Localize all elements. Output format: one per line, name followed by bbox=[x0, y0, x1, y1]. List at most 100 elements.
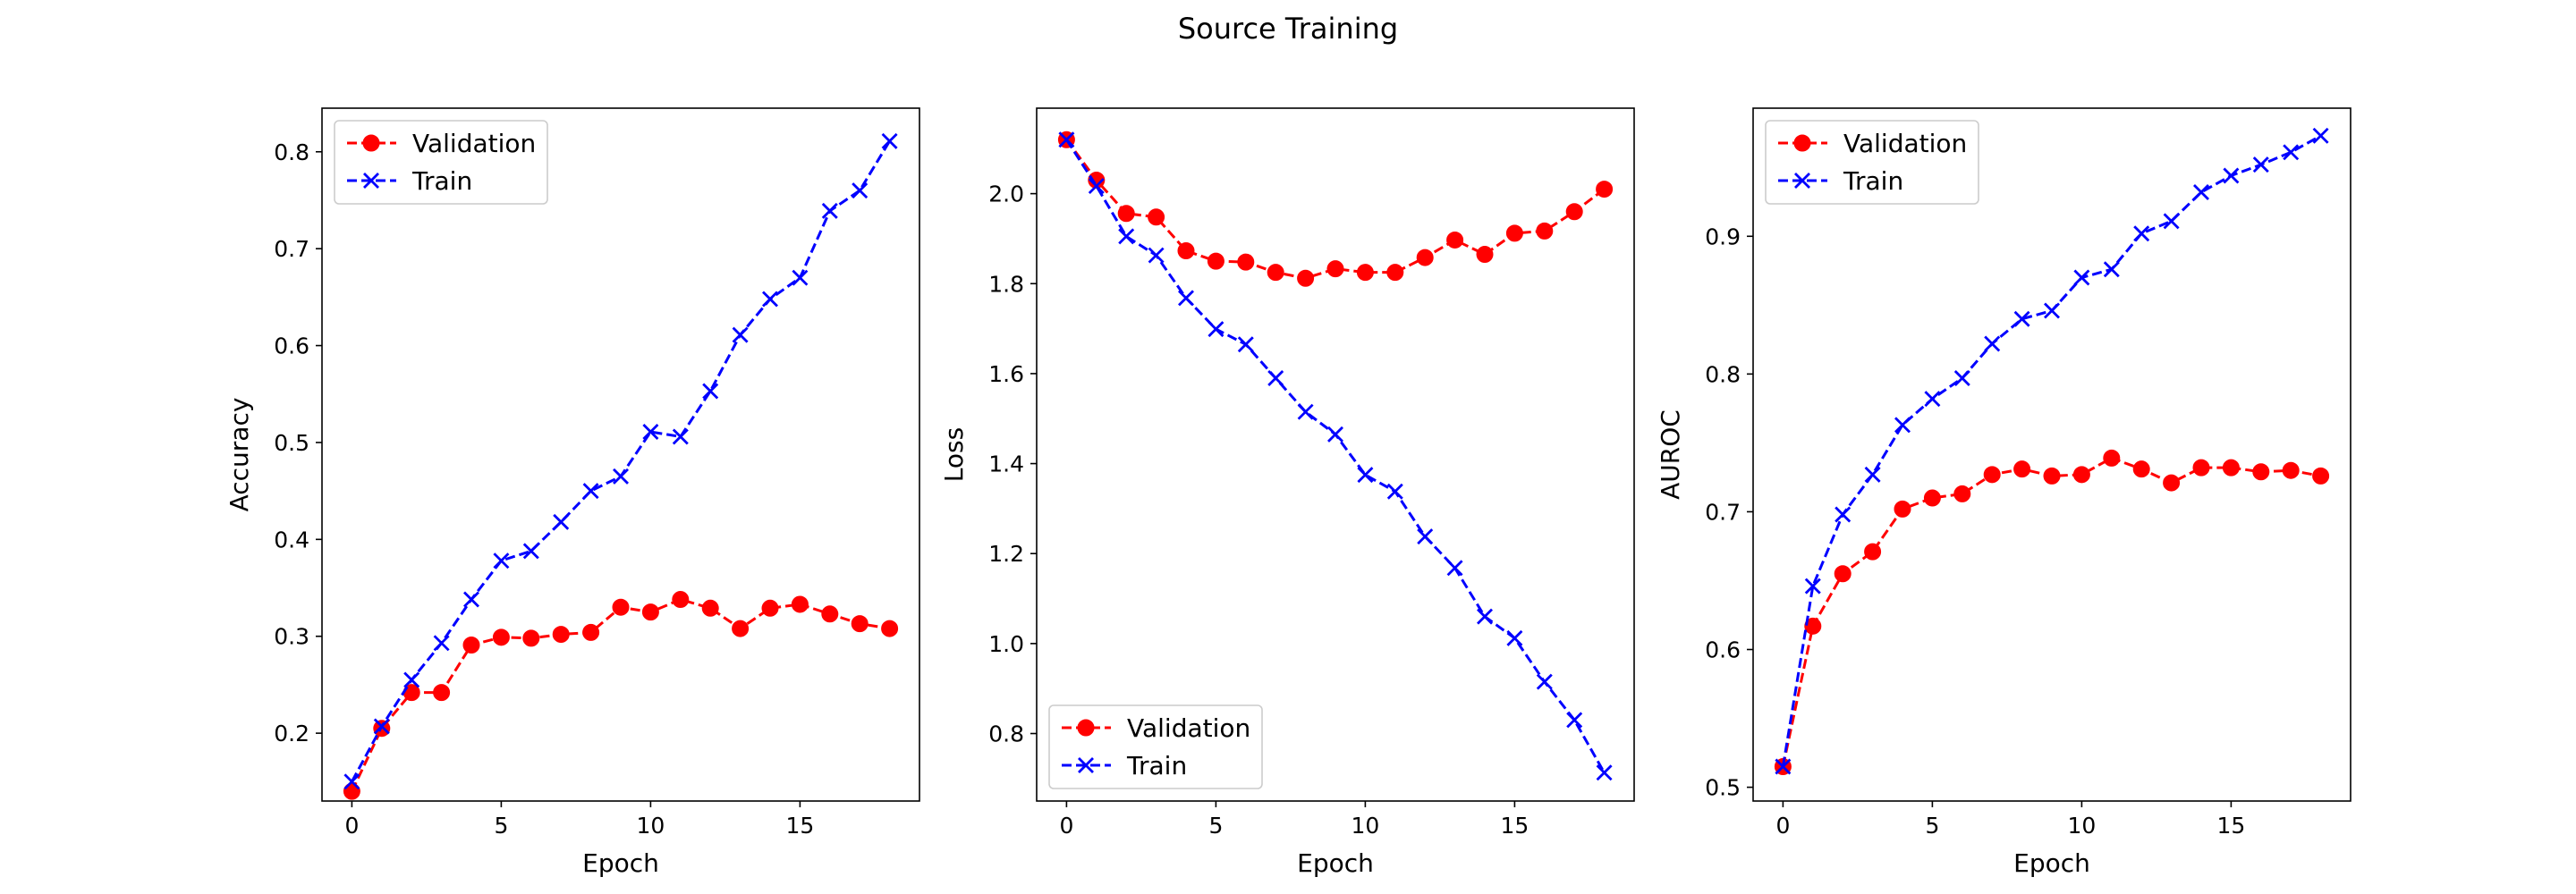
data-point bbox=[1835, 506, 1852, 523]
x-tick-label: 10 bbox=[636, 813, 665, 839]
legend-box bbox=[334, 120, 548, 205]
legend-label: Train bbox=[1126, 751, 1187, 780]
data-point bbox=[1804, 578, 1821, 595]
data-point bbox=[1386, 264, 1404, 282]
data-point bbox=[1536, 222, 1554, 240]
data-point bbox=[522, 629, 540, 647]
data-point bbox=[701, 599, 719, 617]
y-tick-label: 1.0 bbox=[988, 631, 1024, 657]
data-point bbox=[463, 591, 479, 608]
figure-title: Source Training bbox=[1178, 12, 1398, 46]
data-point bbox=[1267, 369, 1284, 386]
data-point bbox=[2193, 183, 2209, 200]
legend-label: Train bbox=[1843, 166, 1903, 196]
data-point bbox=[2132, 460, 2150, 478]
data-point bbox=[672, 591, 690, 609]
data-point bbox=[641, 603, 659, 621]
legend-entry-validation: Validation bbox=[1062, 713, 1250, 743]
data-point bbox=[1596, 181, 1614, 198]
legend-entry-train: Train bbox=[347, 166, 472, 196]
series-validation bbox=[343, 591, 899, 800]
data-point bbox=[881, 620, 899, 637]
data-point bbox=[612, 598, 630, 616]
data-point bbox=[2223, 167, 2240, 184]
data-point bbox=[672, 428, 689, 445]
data-point bbox=[792, 269, 809, 286]
legend-label: Validation bbox=[1843, 129, 1967, 158]
x-tick-label: 15 bbox=[2216, 813, 2245, 839]
data-point bbox=[1357, 467, 1374, 484]
data-point bbox=[1207, 252, 1224, 270]
data-point bbox=[1596, 764, 1613, 781]
data-point bbox=[642, 424, 659, 441]
data-point bbox=[1506, 629, 1523, 646]
x-tick-label: 15 bbox=[785, 813, 814, 839]
data-point bbox=[2103, 449, 2121, 467]
x-tick-label: 5 bbox=[1925, 813, 1939, 839]
y-tick-label: 0.8 bbox=[1705, 361, 1741, 387]
data-point bbox=[613, 468, 629, 485]
x-axis-label: Epoch bbox=[2013, 848, 2090, 878]
data-point bbox=[1894, 500, 1911, 518]
data-point bbox=[2044, 302, 2060, 319]
data-point bbox=[1237, 253, 1255, 271]
data-point bbox=[2222, 459, 2240, 477]
data-point bbox=[1864, 466, 1881, 483]
data-point bbox=[1446, 560, 1463, 577]
data-point bbox=[1326, 260, 1344, 278]
data-point bbox=[2252, 156, 2269, 173]
data-point bbox=[1117, 205, 1135, 223]
legend: Validation Train bbox=[1048, 704, 1263, 789]
subplot-panels: 0 5 10 15 0.2 0.3 0.4 0.5 0.6 0.7 0.8 Epoch Accuracy… bbox=[225, 107, 2351, 878]
data-point bbox=[2013, 460, 2031, 478]
data-point bbox=[821, 605, 839, 623]
y-tick-label: 0.5 bbox=[274, 430, 309, 456]
x-axis-label: Epoch bbox=[1297, 848, 1374, 878]
data-point bbox=[1923, 489, 1941, 507]
legend: Validation Train bbox=[334, 120, 548, 205]
data-point bbox=[403, 671, 420, 688]
data-point bbox=[1834, 565, 1852, 583]
data-point bbox=[1894, 417, 1911, 434]
data-point bbox=[762, 291, 778, 308]
data-point bbox=[1536, 673, 1553, 690]
y-axis-label: Loss bbox=[939, 427, 969, 482]
legend-marker bbox=[362, 134, 380, 152]
x-tick-label: 10 bbox=[2067, 813, 2096, 839]
data-point bbox=[1148, 247, 1165, 264]
legend-marker bbox=[1793, 134, 1811, 152]
data-point bbox=[1416, 249, 1434, 266]
legend-entry-validation: Validation bbox=[347, 129, 536, 158]
data-point bbox=[2282, 461, 2300, 479]
data-point bbox=[732, 326, 749, 343]
y-tick-label: 0.8 bbox=[988, 721, 1024, 747]
data-point bbox=[1984, 335, 2001, 352]
data-point bbox=[1477, 608, 1493, 625]
data-point bbox=[462, 636, 480, 654]
data-point bbox=[2163, 474, 2181, 492]
y-tick-label: 0.6 bbox=[1705, 637, 1741, 663]
data-point bbox=[732, 620, 750, 637]
data-point bbox=[2192, 459, 2210, 477]
subplot-auroc: 0 5 10 15 0.5 0.6 0.7 0.8 0.9 Epoch AUROC Validatio… bbox=[1656, 107, 2351, 878]
data-point bbox=[702, 383, 719, 400]
legend-label: Validation bbox=[412, 129, 536, 158]
data-point bbox=[1983, 466, 2001, 484]
data-point bbox=[1417, 528, 1434, 545]
data-point bbox=[1178, 290, 1194, 307]
data-point bbox=[791, 595, 809, 613]
y-tick-label: 0.7 bbox=[1705, 499, 1741, 525]
data-point bbox=[1118, 228, 1135, 245]
y-tick-label: 0.3 bbox=[274, 624, 309, 650]
data-point bbox=[821, 202, 838, 219]
data-point bbox=[1953, 369, 1970, 386]
data-point bbox=[2103, 261, 2120, 278]
legend-marker bbox=[1078, 757, 1094, 773]
subplot-accuracy: 0 5 10 15 0.2 0.3 0.4 0.5 0.6 0.7 0.8 Epoch Accuracy… bbox=[225, 107, 920, 878]
data-point bbox=[582, 483, 599, 500]
data-point bbox=[1566, 712, 1583, 729]
data-point bbox=[343, 773, 360, 790]
data-point bbox=[2252, 463, 2270, 481]
legend-entry-validation: Validation bbox=[1778, 129, 1967, 158]
